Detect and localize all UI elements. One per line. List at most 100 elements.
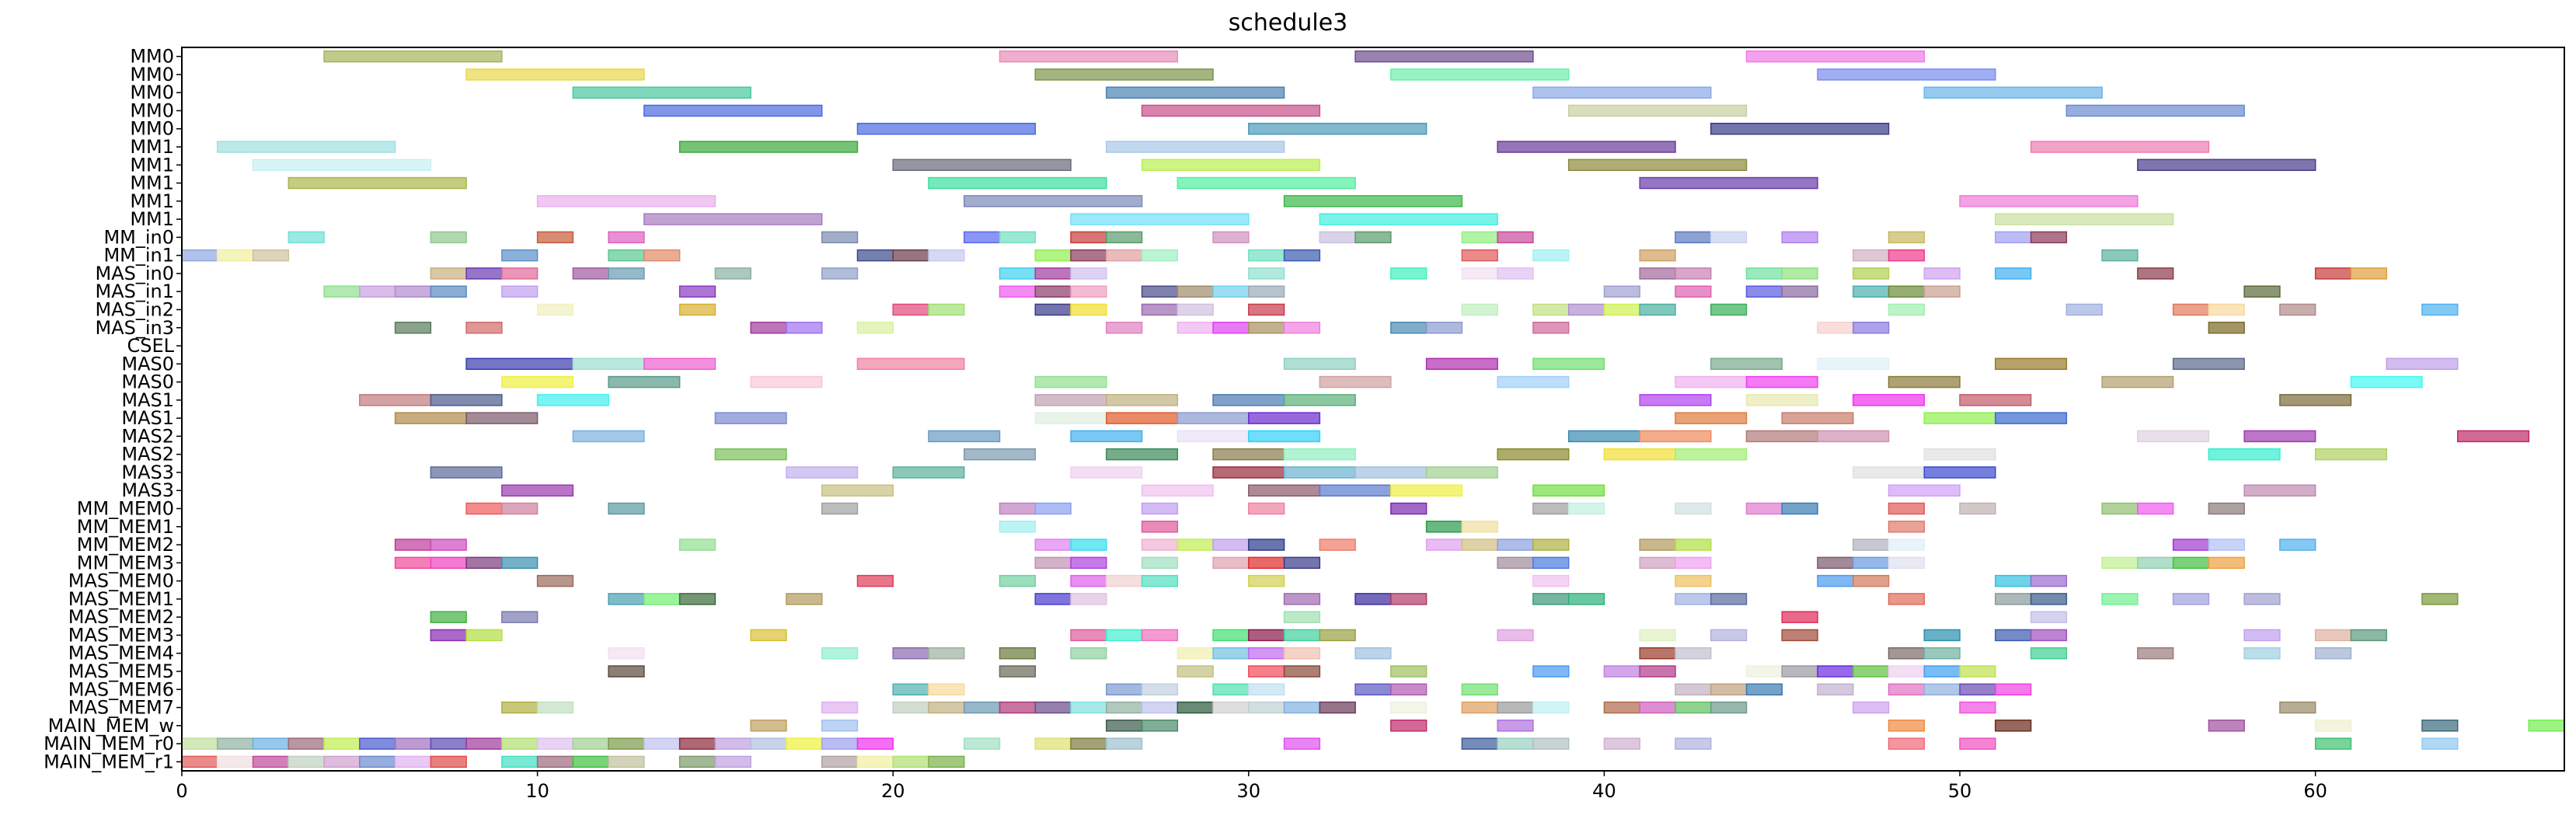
task-bar [394,412,467,424]
task-bar [1745,375,1818,389]
task-bar [1283,665,1321,678]
y-tick-label: MAS3 [121,462,174,483]
task-bar [963,195,1143,207]
y-tick-label: MAIN_MEM_w [48,715,174,737]
task-bar [536,195,716,207]
task-bar [2314,448,2387,461]
task-bar [359,285,396,298]
task-bar [1034,412,1107,424]
task-bar [608,737,645,750]
task-bar [1923,646,1961,660]
task-bar [786,593,823,605]
task-bar [1675,574,1712,587]
task-bar [1675,646,1712,660]
task-bar [1106,448,1179,461]
task-bar [1710,683,1748,695]
task-bar [2243,285,2281,298]
task-bar [892,159,1072,172]
plot-frame [181,47,2565,772]
task-bar [1070,285,1107,298]
task-bar [465,412,539,424]
task-bar [1034,249,1072,262]
task-bar [2314,720,2352,732]
task-bar [1532,322,1570,334]
task-bar [1106,141,1285,153]
task-bar [1283,466,1356,479]
task-bar [217,737,254,750]
task-bar [678,737,716,750]
task-bar [2030,231,2068,244]
task-bar [1888,646,1926,660]
task-bar [1497,737,1534,750]
task-bar [2421,720,2459,732]
y-tick-label: MM0 [130,82,174,103]
task-bar [643,593,681,605]
task-bar [1212,466,1285,479]
task-bar [892,249,929,262]
task-bar [963,448,1037,461]
task-bar [1532,502,1570,515]
task-bar [1248,303,1285,316]
task-bar [1675,502,1712,515]
task-bar [1034,375,1107,389]
task-bar [1283,448,1356,461]
task-bar [1070,646,1107,660]
task-bar [821,720,859,732]
task-bar [1034,556,1072,570]
y-tick-label: MM0 [130,118,174,140]
task-bar [1390,720,1427,732]
task-bar [999,50,1179,63]
task-bar [1141,484,1214,497]
task-bar [1853,556,1890,570]
task-bar [430,394,503,406]
task-bar [1853,394,1926,406]
task-bar [1461,683,1498,695]
task-bar [1176,322,1214,334]
task-bar [536,231,574,244]
task-bar [1888,521,1926,533]
task-bar [1106,629,1143,642]
x-tick-label: 0 [176,780,187,802]
task-bar [1888,665,1926,678]
task-bar [1176,430,1250,443]
task-bar [928,755,965,768]
y-tick-label: MAS_in3 [95,317,174,339]
task-bar [2528,720,2565,732]
task-bar [1034,737,1072,750]
task-bar [2208,502,2245,515]
y-tick-label: MAS3 [121,479,174,501]
task-bar [750,737,787,750]
task-bar [2030,646,2068,660]
task-bar [1248,267,1285,280]
task-bar [536,574,574,587]
task-bar [1390,502,1427,515]
task-bar [1176,701,1214,714]
task-bar [1354,593,1392,605]
task-bar [1675,231,1712,244]
x-tick-label: 50 [1948,780,1972,802]
task-bar [1319,213,1498,225]
task-bar [2243,430,2316,443]
task-bar [1888,593,1926,605]
task-bar [892,701,929,714]
task-bar [465,737,503,750]
task-bar [1248,683,1285,695]
task-bar [1781,285,1818,298]
task-bar [1176,176,1356,190]
task-bar [1888,556,1926,570]
task-bar [536,394,609,406]
task-bar [608,755,645,768]
task-bar [1070,213,1250,225]
task-bar [1283,357,1356,371]
task-bar [1070,303,1107,316]
y-tick-label: MAS2 [121,444,174,465]
task-bar [1141,303,1179,316]
task-bar [714,412,787,424]
task-bar [1283,249,1321,262]
task-bar [501,285,539,298]
task-bar [1070,231,1107,244]
task-bar [217,141,396,153]
task-bar [1106,701,1143,714]
task-bar [856,322,894,334]
task-bar [1212,683,1250,695]
